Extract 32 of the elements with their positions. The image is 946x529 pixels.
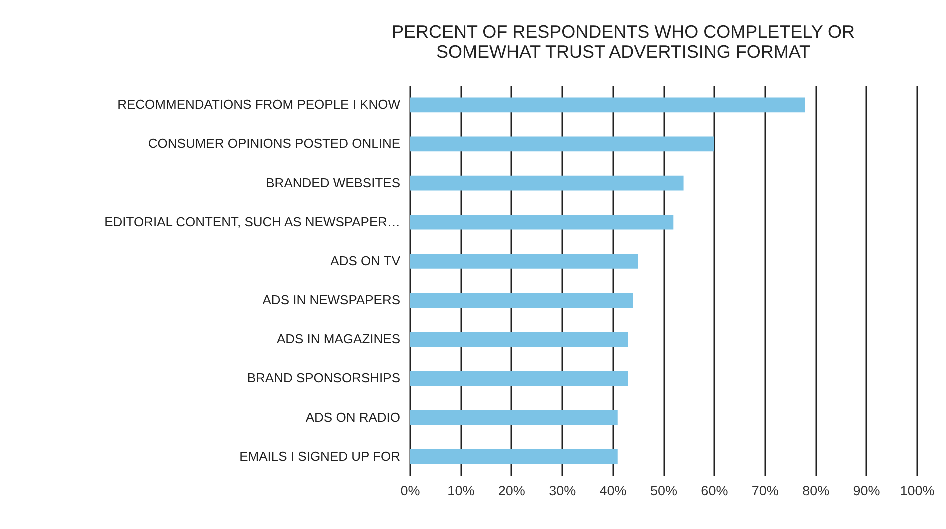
x-tick-label: 20% xyxy=(498,484,526,498)
y-tick-label: EDITORIAL CONTENT, SUCH AS NEWSPAPER… xyxy=(104,214,400,230)
x-tick-label: 100% xyxy=(900,484,935,498)
x-tick-label: 40% xyxy=(600,484,627,498)
bar xyxy=(410,371,628,386)
bar xyxy=(410,98,806,113)
bar xyxy=(410,136,714,152)
y-tick-label: EMAILS I SIGNED UP FOR xyxy=(240,448,400,464)
x-tick-label: 90% xyxy=(853,484,880,498)
bar xyxy=(410,214,674,230)
y-tick-label: BRAND SPONSORSHIPS xyxy=(247,370,401,386)
x-tick-label: 70% xyxy=(752,484,779,498)
y-tick-label: CONSUMER OPINIONS POSTED ONLINE xyxy=(148,136,401,152)
bar xyxy=(410,254,638,269)
bar xyxy=(410,332,628,348)
y-tick-label: BRANDED WEBSITES xyxy=(266,175,401,190)
x-tick-label: 60% xyxy=(701,484,728,498)
x-tick-label: 10% xyxy=(448,484,475,498)
bar xyxy=(410,410,618,426)
x-tick-label: 30% xyxy=(549,484,576,498)
x-tick-label: 50% xyxy=(650,484,678,498)
y-tick-label: ADS ON TV xyxy=(330,253,401,268)
bar xyxy=(410,176,684,191)
bar xyxy=(410,293,634,308)
y-tick-label: RECOMMENDATIONS FROM PEOPLE I KNOW xyxy=(118,97,402,112)
y-tick-label: ADS IN NEWSPAPERS xyxy=(262,292,401,308)
y-tick-label: ADS ON RADIO xyxy=(306,410,400,425)
bar xyxy=(410,449,618,464)
chart-title: PERCENT OF RESPONDENTS WHO COMPLETELY OR SOMEWHAT TRUST ADVERTISING FORMAT xyxy=(392,22,856,62)
x-tick-label: 0% xyxy=(400,484,420,498)
y-tick-label: ADS IN MAGAZINES xyxy=(276,332,401,347)
x-tick-label: 80% xyxy=(802,484,830,498)
